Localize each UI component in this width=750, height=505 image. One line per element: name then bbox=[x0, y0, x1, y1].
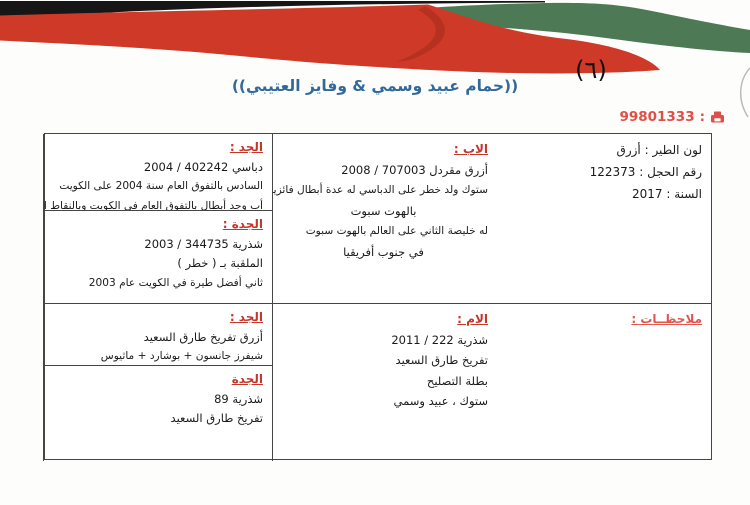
grandfather-line: شيفرز جانسون + بوشارد + ماثيوس bbox=[100, 350, 263, 362]
father-line: ستوك ولد خطر على الدباسي له عدة أبطال فا… bbox=[272, 184, 488, 196]
bird-color: لون الطير : أزرق bbox=[616, 143, 702, 157]
grandmother-header: الجدة bbox=[231, 372, 263, 386]
paternal-grandmother-cell: الجدة : شذرية 344735 / 2003 الملقبة بـ (… bbox=[44, 211, 272, 303]
father-line: في جنوب أفريقيا bbox=[343, 244, 424, 259]
father-line: بالهوت سبوت bbox=[350, 203, 417, 218]
fax-icon bbox=[711, 111, 724, 122]
paternal-grandparents-cell: الجد : دباسي 402242 / 2004 السادس بالتفو… bbox=[43, 134, 272, 304]
grandfather-line: دباسي 402242 / 2004 bbox=[143, 159, 263, 174]
flag-red-fold-shadow bbox=[396, 6, 445, 62]
grandfather-line: السادس بالتفوق العام سنة 2004 على الكويت bbox=[59, 180, 263, 192]
father-line: أزرق مقردل 707003 / 2008 bbox=[341, 162, 488, 177]
father-cell: الاب : أزرق مقردل 707003 / 2008 ستوك ولد… bbox=[272, 134, 497, 304]
mother-line: تفريخ طارق السعيد bbox=[395, 353, 488, 367]
flag-red-band bbox=[0, 4, 660, 74]
maternal-grandparents-cell: الجد : أزرق تفريخ طارق السعيد شيفرز جانس… bbox=[43, 304, 272, 461]
grandmother-line: شذرية 344735 / 2003 bbox=[144, 236, 263, 251]
bird-info-cell: لون الطير : أزرق رقم الحجل : 122373 السن… bbox=[497, 134, 711, 304]
grandmother-line: ثاني أفضل طيرة في الكويت عام 2003 bbox=[88, 276, 263, 289]
grandmother-line: شذرية 89 bbox=[214, 391, 263, 406]
maternal-grandfather-cell: الجد : أزرق تفريخ طارق السعيد شيفرز جانس… bbox=[44, 304, 272, 366]
grandmother-line: تفريخ طارق السعيد bbox=[170, 411, 263, 425]
grandfather-header: الجد : bbox=[229, 140, 263, 154]
flag-black-band bbox=[0, 1, 545, 20]
mother-header: الام : bbox=[457, 312, 488, 326]
phone-line: : 99801333 bbox=[619, 109, 725, 125]
page-number: (٦) bbox=[575, 56, 607, 84]
grandfather-line: أزرق تفريخ طارق السعيد bbox=[143, 329, 263, 344]
grandfather-header: الجد : bbox=[229, 310, 263, 324]
paternal-grandfather-cell: الجد : دباسي 402242 / 2004 السادس بالتفو… bbox=[44, 134, 272, 211]
notes-header: ملاحظــات : bbox=[631, 312, 702, 326]
mother-line: بطلة التصليح bbox=[426, 373, 488, 388]
pedigree-table: لون الطير : أزرق رقم الحجل : 122373 السن… bbox=[43, 133, 712, 461]
mother-line: شذرية 222 / 2011 bbox=[391, 332, 488, 347]
mother-line: ستوك ، عبيد وسمي bbox=[393, 394, 488, 408]
maternal-grandmother-cell: الجدة شذرية 89 تفريخ طارق السعيد bbox=[44, 366, 272, 461]
father-line: له خليصة الثاني على العالم بالهوت سبوت bbox=[305, 225, 489, 237]
phone-separator: : bbox=[699, 109, 705, 125]
bird-year: السنة : 2017 bbox=[632, 187, 702, 201]
grandmother-header: الجدة : bbox=[222, 217, 263, 231]
mother-cell: الام : شذرية 222 / 2011 تفريخ طارق السعي… bbox=[272, 304, 497, 461]
kuwait-flag-banner bbox=[0, 1, 750, 74]
page-title: ((حمام عبيد وسمي & وفايز العتيبي)) bbox=[231, 77, 519, 95]
page-curl-mark bbox=[740, 67, 750, 118]
grandfather-line: أب وجد أبطال بالتفوق العام في الكويت وبا… bbox=[44, 199, 263, 211]
grandmother-line: الملقبة بـ ( خطر ) bbox=[177, 256, 263, 270]
ring-number: رقم الحجل : 122373 bbox=[589, 165, 702, 179]
father-header: الاب : bbox=[453, 142, 488, 156]
notes-cell: ملاحظــات : bbox=[497, 304, 711, 461]
phone-number: 99801333 bbox=[619, 109, 695, 125]
